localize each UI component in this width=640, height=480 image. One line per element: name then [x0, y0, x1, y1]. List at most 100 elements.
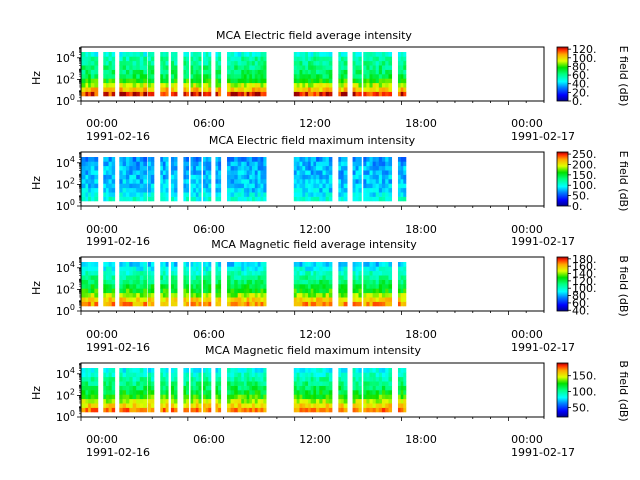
- spectrogram-cell: [150, 275, 155, 280]
- spectrogram-cell: [202, 394, 206, 400]
- spectrogram-cell: [385, 376, 389, 382]
- spectrogram-cell: [195, 52, 199, 57]
- spectrogram-cell: [243, 288, 247, 294]
- spectrogram-cell: [129, 368, 133, 373]
- spectrogram-cell: [352, 174, 356, 180]
- spectrogram-cell: [88, 394, 92, 400]
- spectrogram-cell: [208, 52, 212, 57]
- spectrogram-cell: [165, 69, 169, 75]
- spectrogram-cell: [381, 74, 386, 79]
- spectrogram-cell: [208, 179, 212, 184]
- spectrogram-cell: [218, 174, 222, 180]
- spectrogram-cell: [85, 292, 89, 298]
- spectrogram-cell: [202, 52, 206, 57]
- spectrogram-cell: [343, 266, 348, 272]
- spectrogram-cell: [249, 390, 253, 395]
- spectrogram-cell: [143, 174, 148, 180]
- spectrogram-cell: [198, 165, 202, 171]
- spectrogram-cell: [136, 275, 141, 280]
- spectrogram-cell: [260, 78, 264, 84]
- spectrogram-cell: [381, 183, 386, 189]
- spectrogram-cell: [125, 170, 130, 175]
- spectrogram-cell: [400, 284, 404, 289]
- spectrogram-cell: [202, 187, 206, 193]
- spectrogram-cell: [218, 301, 222, 307]
- spectrogram-cell: [400, 179, 404, 184]
- spectrogram-cell: [305, 187, 309, 193]
- spectrogram-cell: [385, 192, 389, 197]
- spectrogram-cell: [208, 69, 212, 75]
- spectrogram-cell: [193, 179, 197, 184]
- spectrogram-cell: [205, 407, 209, 413]
- spectrogram-cell: [340, 372, 344, 378]
- spectrogram-cell: [160, 60, 164, 66]
- spectrogram-cell: [319, 91, 323, 97]
- spectrogram-cell: [400, 174, 404, 180]
- spectrogram-cell: [313, 196, 317, 202]
- spectrogram-cell: [190, 390, 194, 395]
- spectrogram-cell: [251, 196, 256, 202]
- spectrogram-cell: [388, 174, 393, 180]
- spectrogram-cell: [132, 279, 137, 285]
- spectrogram-cell: [183, 174, 187, 180]
- spectrogram-cell: [183, 56, 187, 62]
- spectrogram-cell: [310, 187, 314, 193]
- spectrogram-cell: [162, 196, 166, 202]
- spectrogram-cell: [378, 91, 383, 97]
- spectrogram-cell: [340, 301, 344, 307]
- spectrogram-cell: [358, 179, 362, 184]
- spectrogram-cell: [310, 394, 314, 400]
- spectrogram-cell: [208, 174, 212, 180]
- spectrogram-cell: [147, 266, 152, 272]
- spectrogram-cell: [129, 165, 133, 171]
- spectrogram-cell: [363, 297, 367, 302]
- spectrogram-cell: [160, 288, 164, 294]
- spectrogram-cell: [162, 381, 166, 386]
- spectrogram-cell: [397, 170, 401, 175]
- spectrogram-cell: [343, 394, 348, 400]
- spectrogram-data: [81, 262, 407, 307]
- spectrogram-cell: [108, 78, 113, 84]
- spectrogram-cell: [234, 288, 239, 294]
- spectrogram-cell: [385, 78, 389, 84]
- spectrogram-cell: [310, 78, 314, 84]
- spectrogram-cell: [129, 161, 133, 167]
- spectrogram-cell: [85, 403, 89, 408]
- spectrogram-cell: [119, 407, 123, 413]
- spectrogram-cell: [90, 82, 95, 88]
- spectrogram-cell: [369, 196, 373, 202]
- spectrogram-cell: [105, 270, 109, 276]
- spectrogram-cell: [381, 301, 386, 307]
- spectrogram-cell: [170, 69, 175, 75]
- spectrogram-cell: [355, 288, 359, 294]
- spectrogram-cell: [202, 179, 206, 184]
- spectrogram-cell: [378, 275, 383, 280]
- spectrogram-cell: [94, 82, 99, 88]
- spectrogram-cell: [198, 157, 202, 162]
- spectrogram-cell: [162, 69, 166, 75]
- spectrogram-cell: [400, 372, 404, 378]
- spectrogram-cell: [299, 82, 303, 88]
- spectrogram-cell: [340, 161, 344, 167]
- spectrogram-cell: [147, 372, 152, 378]
- spectrogram-cell: [381, 174, 386, 180]
- spectrogram-cell: [230, 157, 235, 162]
- spectrogram-cell: [195, 279, 199, 285]
- spectrogram-cell: [340, 407, 344, 413]
- spectrogram-cell: [313, 157, 317, 162]
- spectrogram-cell: [325, 376, 330, 382]
- spectrogram-cell: [299, 262, 303, 267]
- spectrogram-cell: [218, 270, 222, 276]
- spectrogram-cell: [263, 52, 267, 57]
- spectrogram-cell: [227, 403, 231, 408]
- spectrogram-cell: [388, 301, 393, 307]
- spectrogram-cell: [340, 192, 344, 197]
- spectrogram-cell: [319, 385, 323, 391]
- spectrogram-cell: [162, 157, 166, 162]
- spectrogram-cell: [198, 279, 202, 285]
- spectrogram-cell: [215, 270, 219, 276]
- spectrogram-cell: [397, 196, 401, 202]
- spectrogram-cell: [366, 161, 370, 167]
- spectrogram-cell: [296, 165, 300, 171]
- spectrogram-cell: [125, 297, 130, 302]
